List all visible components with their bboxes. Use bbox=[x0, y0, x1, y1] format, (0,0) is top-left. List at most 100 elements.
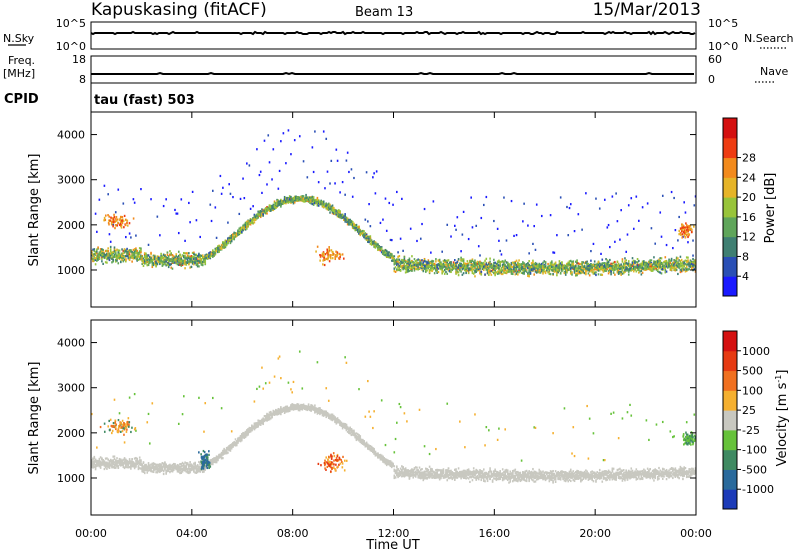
power-cell bbox=[484, 260, 486, 262]
power-cell bbox=[680, 256, 682, 258]
power-cell bbox=[120, 216, 122, 218]
power-cell bbox=[676, 269, 678, 271]
power-cell bbox=[285, 162, 287, 164]
colorbar-swatch bbox=[723, 177, 737, 197]
power-cell bbox=[511, 200, 513, 202]
power-cell bbox=[108, 223, 110, 225]
power-cell bbox=[479, 267, 481, 269]
power-cell bbox=[633, 228, 635, 230]
power-cell bbox=[617, 220, 619, 222]
power-cell bbox=[101, 258, 103, 260]
power-cell bbox=[110, 248, 112, 250]
power-cell bbox=[661, 257, 663, 259]
power-cell bbox=[114, 246, 116, 248]
power-cell bbox=[334, 182, 336, 184]
colorbar-tick-label: 24 bbox=[742, 171, 756, 184]
power-cell bbox=[375, 192, 377, 194]
power-cell bbox=[127, 220, 129, 222]
power-cell bbox=[430, 252, 432, 254]
power-cell bbox=[332, 204, 334, 206]
power-cell bbox=[353, 177, 355, 179]
power-cell bbox=[104, 185, 106, 187]
power-cell bbox=[689, 228, 691, 230]
power-cell bbox=[681, 230, 683, 232]
power-cell bbox=[527, 224, 529, 226]
nave-tick-bottom: 0 bbox=[708, 73, 715, 86]
power-cell bbox=[167, 251, 169, 253]
power-cell bbox=[569, 207, 571, 209]
nsearch-label: N.Search bbox=[744, 32, 794, 45]
colorbar-swatch bbox=[723, 256, 737, 276]
power-cell bbox=[571, 271, 573, 273]
cpid-text: tau (fast) 503 bbox=[94, 93, 195, 108]
power-cell bbox=[439, 259, 441, 261]
colorbar-swatch bbox=[723, 217, 737, 237]
power-cell bbox=[470, 196, 472, 198]
power-cell bbox=[661, 272, 663, 274]
power-cell bbox=[123, 226, 125, 228]
power-cell bbox=[179, 254, 181, 256]
power-cell bbox=[99, 258, 101, 260]
power-cell bbox=[693, 226, 695, 228]
power-cell bbox=[343, 258, 345, 260]
power-cell bbox=[188, 263, 190, 265]
y-tick-label: 1000 bbox=[57, 264, 85, 277]
power-cell bbox=[169, 250, 171, 252]
power-cell bbox=[426, 269, 428, 271]
power-cell bbox=[131, 260, 133, 262]
power-cell bbox=[261, 192, 263, 194]
power-cell bbox=[480, 271, 482, 273]
power-cell bbox=[283, 132, 285, 134]
power-cell bbox=[259, 174, 261, 176]
power-cell bbox=[493, 259, 495, 261]
power-cell bbox=[551, 260, 553, 262]
power-cell bbox=[578, 213, 580, 215]
power-cell bbox=[188, 202, 190, 204]
power-cell bbox=[628, 273, 630, 275]
power-cell bbox=[148, 264, 150, 266]
power-cell bbox=[114, 227, 116, 229]
power-cell bbox=[95, 263, 97, 265]
power-cell bbox=[266, 212, 268, 214]
power-cell bbox=[613, 272, 615, 274]
power-cell bbox=[484, 273, 486, 275]
power-cell bbox=[115, 220, 117, 222]
power-cell bbox=[550, 273, 552, 275]
power-cell bbox=[117, 218, 119, 220]
power-cell bbox=[483, 269, 485, 271]
power-cell bbox=[614, 261, 616, 263]
power-cell bbox=[589, 274, 591, 276]
power-cell bbox=[339, 253, 341, 255]
power-cell bbox=[411, 255, 413, 257]
power-cell bbox=[121, 226, 123, 228]
power-cell bbox=[303, 160, 305, 162]
power-cell bbox=[686, 266, 688, 268]
power-cell bbox=[222, 187, 224, 189]
power-cell bbox=[367, 220, 369, 222]
colorbar-tick-label: 4 bbox=[742, 270, 749, 283]
power-cell bbox=[329, 212, 331, 214]
power-cell bbox=[608, 261, 610, 263]
power-cell bbox=[598, 273, 600, 275]
power-cell bbox=[307, 176, 309, 178]
power-cell bbox=[486, 196, 488, 198]
power-cell bbox=[96, 231, 98, 233]
power-cell bbox=[662, 195, 664, 197]
nsky-trace bbox=[91, 32, 695, 34]
power-cell bbox=[133, 198, 135, 200]
power-cell bbox=[671, 191, 673, 193]
power-cell bbox=[352, 196, 354, 198]
power-cell bbox=[256, 148, 258, 150]
power-cell bbox=[441, 251, 443, 253]
colorbar-swatch bbox=[723, 138, 737, 158]
power-cell bbox=[109, 259, 111, 261]
power-cell bbox=[441, 272, 443, 274]
power-cell bbox=[435, 260, 437, 262]
power-cell bbox=[685, 233, 687, 235]
power-cell bbox=[678, 216, 680, 218]
power-cell bbox=[624, 257, 626, 259]
power-frame bbox=[91, 112, 696, 307]
power-cell bbox=[575, 265, 577, 267]
power-cell bbox=[323, 201, 325, 203]
